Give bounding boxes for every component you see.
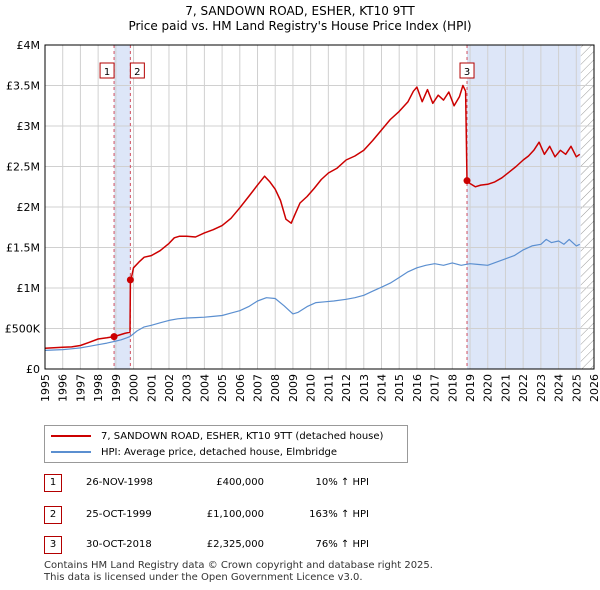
y-tick-label: £3.5M bbox=[6, 80, 40, 93]
x-tick-label: 2010 bbox=[305, 374, 318, 402]
transaction-date: 26-NOV-1998 bbox=[86, 477, 153, 488]
hpi-series-line bbox=[44, 238, 581, 351]
x-tick-label: 2002 bbox=[163, 374, 176, 402]
transaction-hpi-change: 76% ↑ HPI bbox=[315, 539, 369, 550]
x-tick-label: 2017 bbox=[429, 374, 442, 402]
y-tick-label: £3M bbox=[17, 120, 41, 133]
footer-licence: This data is licensed under the Open Gov… bbox=[44, 572, 363, 583]
x-tick-label: 2023 bbox=[535, 374, 548, 402]
transaction-badge: 2 bbox=[44, 506, 62, 524]
x-tick-label: 2016 bbox=[411, 374, 424, 402]
x-tick-label: 2022 bbox=[517, 374, 530, 402]
x-tick-label: 2015 bbox=[393, 374, 406, 402]
x-tick-label: 1997 bbox=[74, 374, 87, 402]
legend-item-hpi: HPI: Average price, detached house, Elmb… bbox=[45, 444, 337, 460]
legend-label-hpi: HPI: Average price, detached house, Elmb… bbox=[101, 446, 338, 458]
x-tick-label: 2024 bbox=[553, 374, 566, 402]
x-tick-label: 1999 bbox=[110, 374, 123, 402]
chart-subtitle: Price paid vs. HM Land Registry's House … bbox=[128, 19, 472, 33]
transaction-badge: 3 bbox=[44, 536, 62, 554]
legend-swatch-hpi bbox=[51, 451, 91, 453]
y-tick-label: £2M bbox=[17, 201, 41, 214]
x-tick-label: 2004 bbox=[198, 374, 211, 402]
legend-swatch-price bbox=[51, 435, 91, 437]
x-tick-label: 1995 bbox=[39, 374, 52, 402]
y-tick-label: £1M bbox=[17, 282, 41, 295]
x-tick-label: 2008 bbox=[269, 374, 282, 402]
x-tick-label: 2000 bbox=[128, 374, 141, 402]
x-tick-label: 2003 bbox=[181, 374, 194, 402]
transaction-badge-number: 2 bbox=[134, 67, 140, 78]
x-tick-label: 2018 bbox=[446, 374, 459, 402]
x-tick-label: 2001 bbox=[145, 374, 158, 402]
transaction-hpi-change: 163% ↑ HPI bbox=[309, 509, 369, 520]
transaction-point bbox=[110, 333, 118, 341]
x-tick-label: 2012 bbox=[340, 374, 353, 402]
footer-copyright: Contains HM Land Registry data © Crown c… bbox=[44, 560, 433, 571]
x-tick-label: 2005 bbox=[216, 374, 229, 402]
transaction-badge-box bbox=[99, 62, 115, 79]
x-tick-label: 1996 bbox=[57, 374, 70, 402]
x-tick-label: 2014 bbox=[375, 374, 388, 402]
x-tick-label: 2020 bbox=[482, 374, 495, 402]
x-tick-label: 2007 bbox=[252, 374, 265, 402]
footer-attribution: Contains HM Land Registry data © Crown c… bbox=[44, 560, 433, 584]
transaction-point bbox=[463, 177, 471, 185]
x-tick-label: 2009 bbox=[287, 374, 300, 402]
transaction-point bbox=[126, 276, 134, 284]
x-tick-label: 2011 bbox=[322, 374, 335, 402]
x-tick-label: 2026 bbox=[588, 374, 600, 402]
legend: 7, SANDOWN ROAD, ESHER, KT10 9TT (detach… bbox=[44, 425, 408, 463]
y-tick-label: £4M bbox=[17, 39, 41, 52]
y-tick-label: £1.5M bbox=[6, 242, 40, 255]
y-tick-label: £500K bbox=[5, 323, 41, 336]
transaction-price: £400,000 bbox=[216, 477, 264, 488]
x-tick-label: 2021 bbox=[499, 374, 512, 402]
y-tick-label: £2.5M bbox=[6, 161, 40, 174]
x-tick-label: 2019 bbox=[464, 374, 477, 402]
transaction-badge-number: 3 bbox=[464, 67, 470, 78]
chart-title-address: 7, SANDOWN ROAD, ESHER, KT10 9TT bbox=[185, 4, 415, 18]
transaction-price: £2,325,000 bbox=[206, 539, 264, 550]
price-chart: 1 2 3 £0 £500K £1M £1.5M £2M £2.5M £3M £3.5M £4M 19… bbox=[5, 39, 600, 402]
transaction-badge-number: 1 bbox=[104, 67, 110, 78]
transaction-badge-box bbox=[129, 62, 145, 79]
transaction-price: £1,100,000 bbox=[206, 509, 264, 520]
x-tick-label: 2006 bbox=[234, 374, 247, 402]
transaction-hpi-change: 10% ↑ HPI bbox=[315, 477, 369, 488]
plot-frame bbox=[44, 44, 595, 370]
transaction-badge: 1 bbox=[44, 474, 62, 492]
legend-item-price: 7, SANDOWN ROAD, ESHER, KT10 9TT (detach… bbox=[45, 428, 383, 444]
price-series-line bbox=[44, 84, 581, 350]
y-tick-label: £0 bbox=[26, 363, 40, 376]
x-tick-label: 1998 bbox=[92, 374, 105, 402]
legend-label-price: 7, SANDOWN ROAD, ESHER, KT10 9TT (detach… bbox=[101, 430, 384, 442]
x-tick-label: 2025 bbox=[570, 374, 583, 402]
transaction-date: 30-OCT-2018 bbox=[86, 539, 152, 550]
transaction-date: 25-OCT-1999 bbox=[86, 509, 152, 520]
transaction-badge-box bbox=[459, 62, 475, 79]
x-tick-label: 2013 bbox=[358, 374, 371, 402]
